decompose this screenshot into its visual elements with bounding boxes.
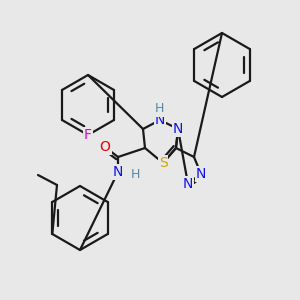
Text: F: F <box>84 128 92 142</box>
Text: N: N <box>173 122 183 136</box>
Text: N: N <box>183 177 193 191</box>
Text: O: O <box>100 140 110 154</box>
Text: N: N <box>196 167 206 181</box>
Text: H: H <box>154 103 164 116</box>
Text: N: N <box>155 113 165 127</box>
Text: N: N <box>113 165 123 179</box>
Text: S: S <box>159 156 167 170</box>
Text: H: H <box>130 169 140 182</box>
